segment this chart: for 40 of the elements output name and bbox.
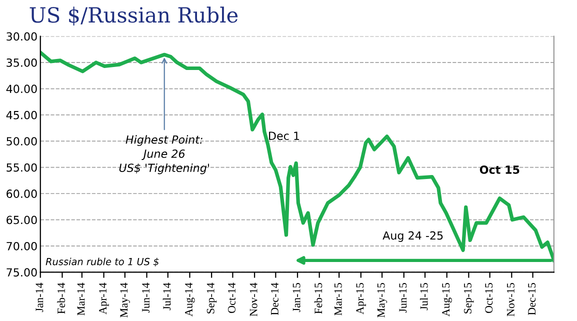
x-tick-label: Jan-15 — [292, 283, 300, 312]
x-tick-label: Jul-15 — [420, 283, 428, 310]
annotation: Russian ruble to 1 US $ — [46, 258, 159, 267]
x-tick-label: Mar-14 — [77, 282, 85, 316]
x-tick-label: May-15 — [377, 283, 388, 318]
y-tick-label: 55.00 — [6, 163, 37, 172]
y-tick-label: 65.00 — [6, 216, 37, 224]
y-tick-label: 60.00 — [6, 190, 37, 198]
x-tick-label: Nov-14 — [250, 282, 258, 316]
x-tick-label: Jul-14 — [162, 282, 171, 310]
x-tick-label: Nov-15 — [506, 283, 514, 316]
annotation: Aug 24 -25 — [382, 231, 443, 242]
x-tick-label: Apr-15 — [356, 283, 366, 314]
y-tick-label: 35.00 — [6, 58, 37, 67]
x-tick-label: Sep-14 — [206, 282, 217, 314]
y-tick-label: 30.00 — [6, 32, 37, 41]
x-tick-label: Jun-15 — [399, 283, 407, 313]
x-tick-label: Dec-15 — [528, 283, 536, 316]
annotation: Dec 1 — [269, 132, 300, 140]
y-tick-label: 45.00 — [6, 110, 37, 120]
x-tick-label: Jun-14 — [142, 282, 150, 313]
x-tick-label: Oct-15 — [485, 283, 493, 314]
x-tick-label: Feb-14 — [57, 282, 66, 314]
y-tick-label: 50.00 — [6, 137, 37, 146]
x-tick-label: Mar-15 — [334, 283, 342, 316]
x-tick-label: Apr-14 — [99, 282, 109, 314]
x-tick-label: Sep-15 — [464, 283, 474, 314]
x-tick-label: Feb-15 — [314, 283, 322, 314]
x-tick-label: Dec-14 — [271, 282, 278, 316]
x-tick-label: Jan-14 — [36, 282, 44, 312]
y-tick-label: 75.00 — [6, 268, 37, 277]
annotation: Highest Point: June 26 US$ 'Tightening' — [119, 135, 209, 174]
y-tick-label: 70.00 — [6, 242, 37, 250]
x-tick-label: Aug-15 — [442, 283, 452, 316]
x-tick-label: Oct-14 — [228, 282, 236, 314]
x-tick-label: Aug-14 — [185, 282, 195, 316]
chart-title: US $/Russian Ruble — [30, 6, 238, 26]
annotation: Oct 15 — [480, 166, 520, 174]
y-tick-label: 40.00 — [6, 84, 37, 94]
x-tick-label: May-14 — [120, 282, 130, 318]
